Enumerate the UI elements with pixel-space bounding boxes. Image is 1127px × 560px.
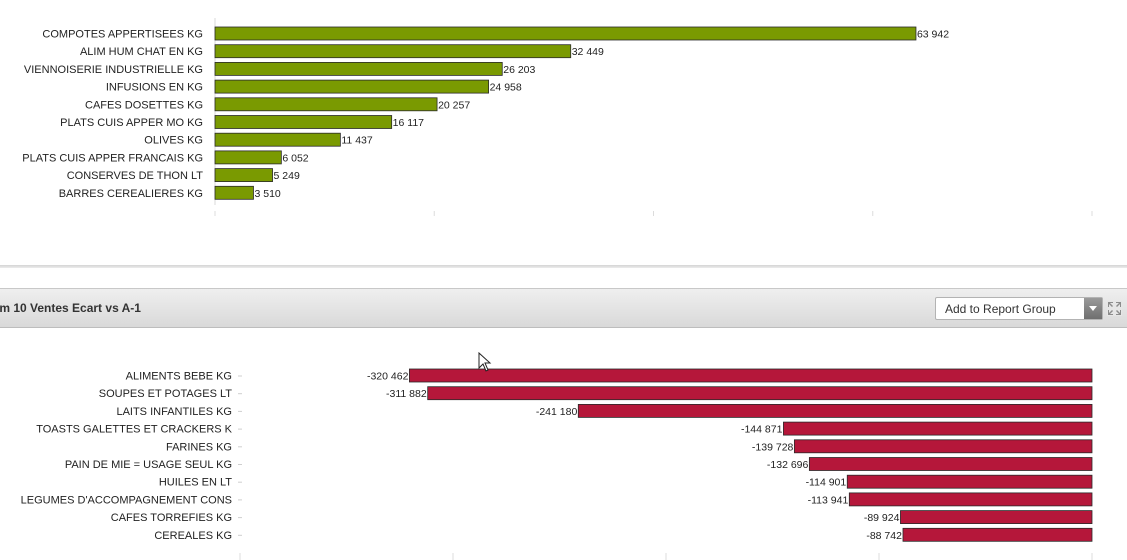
category-label: ALIMENTS BEBE KG [126,371,232,383]
category-label: CEREALES KG [154,530,232,542]
bar [808,457,1093,471]
mouse-pointer-icon [478,352,492,372]
data-label: -241 180 [536,406,578,418]
expand-icon[interactable] [1107,301,1122,316]
category-label: CAFES TORREFIES KG [111,512,232,524]
bar [214,150,282,165]
bar [214,185,254,200]
data-label: -113 941 [808,494,849,506]
category-label: OLIVES KG [144,135,203,147]
category-label: HUILES EN LT [159,477,232,489]
category-label: CAFES DOSETTES KG [85,99,203,111]
category-label: PLATS CUIS APPER MO KG [60,117,203,129]
bottom-10-chart: ALIMENTS BEBE KG -320 462 SOUPES ET POTAGE… [21,368,1093,560]
data-label: 3 510 [254,188,280,200]
category-label: BARRES CEREALIERES KG [59,188,203,200]
data-label: -114 901 [806,477,847,489]
report-group-label: Add to Report Group [945,302,1056,316]
bar [900,510,1093,525]
panel-divider [0,265,1127,268]
bar [427,386,1093,401]
data-label: 11 437 [341,135,372,147]
bar [214,44,572,59]
category-label: PAIN DE MIE = USAGE SEUL KG [65,459,232,471]
bar [848,492,1093,507]
data-label: -132 696 [767,459,809,471]
bar [214,168,273,183]
data-label: 24 958 [490,82,522,94]
bar [214,79,490,94]
bar [214,62,503,76]
category-label: CONSERVES DE THON LT [67,170,204,182]
bar [577,404,1093,418]
bar [846,474,1093,489]
top-10-chart: COMPOTES APPERTISEES KG 63 942 ALIM HUM CH… [22,18,1093,216]
bar [214,26,917,41]
data-label: 5 249 [274,170,300,182]
category-label: TOASTS GALETTES ET CRACKERS K [36,424,232,436]
data-label: 16 117 [393,117,424,129]
chevron-down-icon[interactable] [1084,298,1102,319]
data-label: 63 942 [917,29,949,41]
data-label: 26 203 [503,64,535,76]
category-label: LEGUMES D'ACCOMPAGNEMENT CONS [21,494,232,506]
data-label: 6 052 [282,152,308,164]
bar [793,439,1093,454]
category-label: ALIM HUM CHAT EN KG [80,46,203,58]
bar [214,97,438,112]
data-label: -139 728 [752,441,794,453]
add-to-report-group-select[interactable]: Add to Report Group [935,297,1103,320]
data-label: -311 882 [386,388,427,400]
bar [783,421,1093,436]
category-label: PLATS CUIS APPER FRANCAIS KG [22,152,203,164]
bar [214,115,393,129]
data-label: -89 924 [864,512,900,524]
panel-header: om 10 Ventes Ecart vs A-1 Add to Report … [0,288,1127,328]
data-label: -320 462 [367,371,409,383]
category-label: SOUPES ET POTAGES LT [99,388,233,400]
category-label: COMPOTES APPERTISEES KG [42,29,203,41]
bar [902,527,1093,542]
data-label: -144 871 [741,424,783,436]
data-label: -88 742 [866,530,902,542]
bar [214,132,341,147]
bar [409,368,1093,383]
category-label: VIENNOISERIE INDUSTRIELLE KG [24,64,203,76]
panel-title: om 10 Ventes Ecart vs A-1 [0,301,141,315]
category-label: LAITS INFANTILES KG [116,406,232,418]
category-label: INFUSIONS EN KG [106,82,203,94]
data-label: 20 257 [438,99,470,111]
category-label: FARINES KG [166,441,232,453]
data-label: 32 449 [572,46,604,58]
